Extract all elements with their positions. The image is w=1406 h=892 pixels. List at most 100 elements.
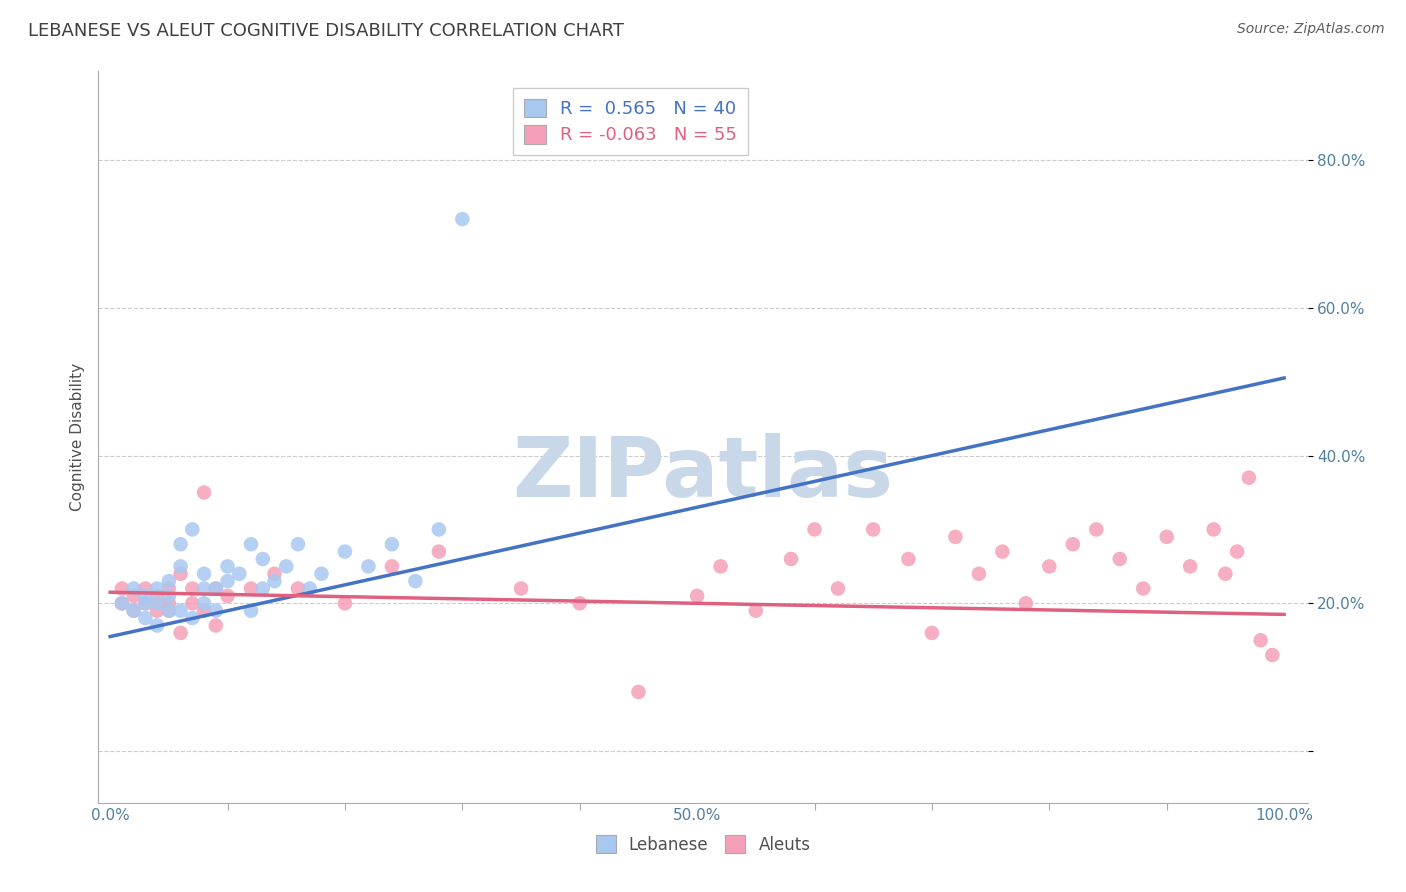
Point (1108, 552, 1130, 566)
Point (111, 596, 134, 610)
Point (1015, 596, 1038, 610)
Point (134, 582, 156, 596)
Point (1215, 566, 1237, 581)
Point (181, 582, 204, 596)
Point (111, 596, 134, 610)
Point (263, 566, 285, 581)
Point (157, 604, 180, 618)
Point (193, 596, 215, 610)
Point (803, 523, 825, 537)
Point (1085, 523, 1108, 537)
Legend: Lebanese, Aleuts: Lebanese, Aleuts (589, 829, 817, 860)
Point (157, 604, 180, 618)
Point (204, 582, 226, 596)
Point (252, 582, 274, 596)
Point (169, 537, 191, 551)
Point (193, 582, 215, 596)
Point (169, 559, 191, 574)
Point (240, 582, 263, 596)
Point (1062, 537, 1084, 551)
Point (1250, 633, 1272, 648)
Point (780, 552, 803, 566)
Point (827, 582, 849, 596)
Point (1180, 559, 1202, 574)
Point (217, 559, 239, 574)
Point (240, 537, 263, 551)
Point (169, 604, 191, 618)
Point (263, 574, 285, 589)
Point (311, 566, 333, 581)
Point (921, 625, 943, 640)
Point (404, 574, 426, 589)
Point (568, 596, 591, 610)
Point (169, 625, 191, 640)
Point (333, 596, 356, 610)
Point (228, 566, 250, 581)
Point (510, 582, 533, 596)
Point (710, 559, 733, 574)
Point (169, 566, 191, 581)
Point (181, 611, 204, 625)
Point (111, 582, 134, 596)
Point (627, 685, 650, 699)
Point (146, 582, 169, 596)
Point (967, 566, 990, 581)
Point (181, 523, 204, 537)
Point (134, 596, 156, 610)
Point (945, 530, 967, 544)
Point (1226, 544, 1249, 558)
Point (287, 537, 309, 551)
Point (193, 604, 215, 618)
Point (122, 582, 145, 596)
Point (298, 582, 321, 596)
Point (193, 485, 215, 500)
Point (134, 589, 156, 603)
Point (252, 552, 274, 566)
Point (157, 582, 180, 596)
Point (333, 544, 356, 558)
Point (381, 537, 404, 551)
Point (1261, 648, 1284, 662)
Point (686, 589, 709, 603)
Text: Source: ZipAtlas.com: Source: ZipAtlas.com (1237, 22, 1385, 37)
Point (146, 596, 169, 610)
Point (146, 618, 169, 632)
Point (357, 559, 380, 574)
Text: LEBANESE VS ALEUT COGNITIVE DISABILITY CORRELATION CHART: LEBANESE VS ALEUT COGNITIVE DISABILITY C… (28, 22, 624, 40)
Point (146, 589, 169, 603)
Point (134, 611, 156, 625)
Point (1202, 523, 1225, 537)
Point (181, 596, 204, 610)
Point (1156, 530, 1178, 544)
Y-axis label: Cognitive Disability: Cognitive Disability (69, 363, 84, 511)
Point (217, 589, 239, 603)
Point (204, 582, 226, 596)
Point (122, 604, 145, 618)
Point (991, 544, 1014, 558)
Point (1237, 471, 1260, 485)
Point (240, 604, 263, 618)
Point (897, 552, 920, 566)
Point (381, 559, 404, 574)
Point (157, 596, 180, 610)
Point (451, 212, 474, 227)
Point (157, 574, 180, 589)
Point (146, 604, 169, 618)
Point (204, 604, 226, 618)
Point (427, 523, 450, 537)
Point (427, 544, 450, 558)
Point (204, 618, 226, 632)
Point (1132, 582, 1154, 596)
Point (193, 566, 215, 581)
Point (1038, 559, 1060, 574)
Point (287, 582, 309, 596)
Point (862, 523, 884, 537)
Point (217, 574, 239, 589)
Point (276, 559, 298, 574)
Point (157, 589, 180, 603)
Point (745, 604, 768, 618)
Point (134, 596, 156, 610)
Text: ZIPatlas: ZIPatlas (513, 434, 893, 514)
Point (122, 589, 145, 603)
Point (122, 604, 145, 618)
